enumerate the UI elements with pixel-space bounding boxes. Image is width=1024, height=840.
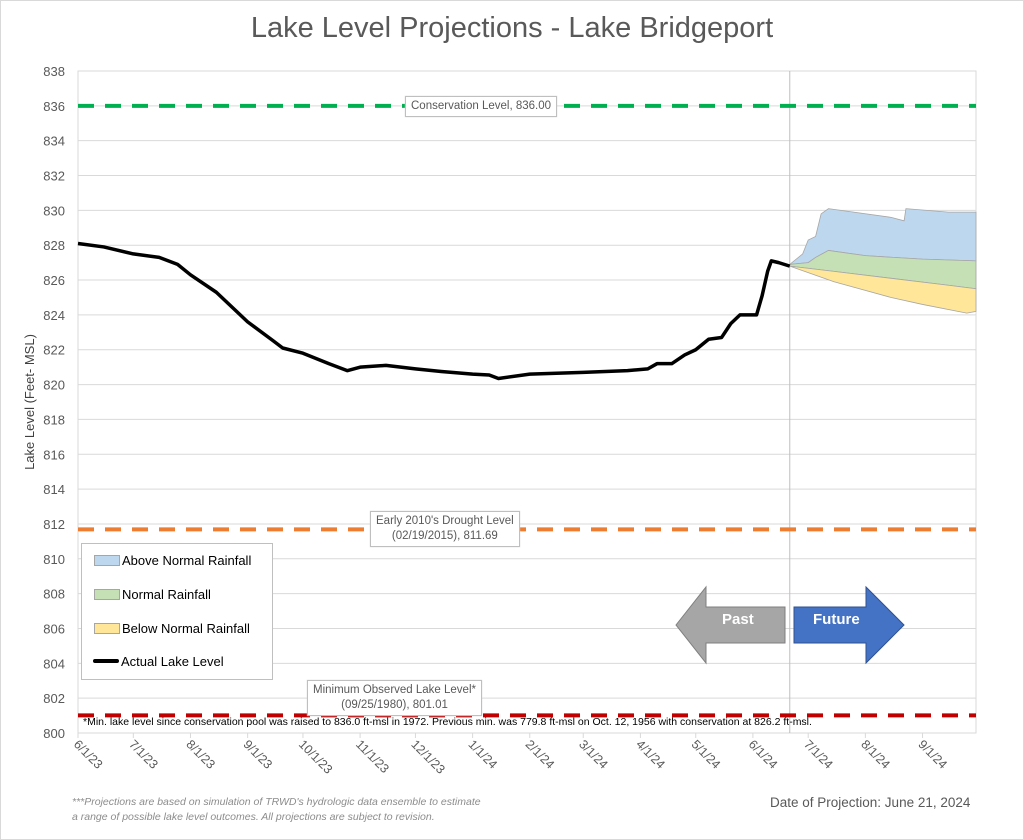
legend-item-above-normal: Above Normal Rainfall (82, 551, 251, 569)
y-tick-label: 836 (43, 99, 65, 114)
y-tick-label: 816 (43, 447, 65, 462)
y-tick-label: 800 (43, 726, 65, 741)
past-arrow (675, 585, 786, 665)
legend-label: Below Normal Rainfall (122, 620, 250, 636)
y-tick-label: 806 (43, 621, 65, 636)
note-line-1: ***Projections are based on simulation o… (72, 796, 481, 808)
drought-level-label: Early 2010's Drought Level (02/19/2015),… (370, 511, 520, 547)
y-tick-label: 802 (43, 691, 65, 706)
actual-line-swatch (93, 659, 119, 663)
x-tick-label: 9/1/23 (241, 737, 276, 772)
x-tick-label: 9/1/24 (915, 737, 950, 772)
actual-lake-level-line (77, 241, 791, 381)
y-tick-label: 832 (43, 169, 65, 184)
y-tick-label: 814 (43, 482, 65, 497)
y-tick-label: 804 (43, 656, 65, 671)
chart-title: Lake Level Projections - Lake Bridgeport (250, 12, 774, 44)
projection-note: ***Projections are based on simulation o… (72, 795, 532, 825)
legend-label: Normal Rainfall (122, 586, 211, 602)
legend-item-below-normal: Below Normal Rainfall (82, 619, 250, 637)
legend-item-actual: Actual Lake Level (82, 652, 224, 670)
x-tick-label: 5/1/24 (689, 737, 724, 772)
legend-label: Actual Lake Level (121, 653, 224, 669)
band-below-normal-rainfall (789, 265, 977, 314)
y-tick-label: 830 (43, 203, 65, 218)
below-normal-swatch (94, 622, 120, 634)
x-tick-label: 3/1/24 (576, 737, 611, 772)
date-of-projection: Date of Projection: June 21, 2024 (770, 795, 971, 810)
x-tick-label: 7/1/24 (801, 737, 836, 772)
conservation-level-label: Conservation Level, 836.00 (405, 96, 558, 117)
x-tick-label: 6/1/23 (71, 737, 106, 772)
y-tick-label: 818 (43, 412, 65, 427)
x-tick-label: 8/1/24 (858, 737, 893, 772)
x-tick-label: 2/1/24 (523, 737, 558, 772)
x-tick-label: 7/1/23 (126, 737, 161, 772)
x-tick-label: 1/1/24 (465, 737, 500, 772)
y-tick-label: 824 (43, 308, 65, 323)
x-tick-label: 10/1/23 (296, 737, 335, 776)
footnote: *Min. lake level since conservation pool… (83, 716, 812, 728)
note-line-2: a range of possible lake level outcomes.… (72, 811, 435, 823)
past-arrow-label: Past (722, 611, 754, 628)
y-tick-label: 822 (43, 343, 65, 358)
legend: Above Normal Rainfall Normal Rainfall Be… (81, 543, 273, 680)
plot-area (77, 70, 977, 734)
legend-label: Above Normal Rainfall (122, 552, 252, 568)
x-tick-label: 4/1/24 (633, 737, 668, 772)
x-tick-label: 6/1/24 (746, 737, 781, 772)
minimum-level-label: Minimum Observed Lake Level* (09/25/1980… (307, 680, 482, 716)
y-tick-label: 808 (43, 587, 65, 602)
y-tick-label: 812 (43, 517, 65, 532)
y-tick-label: 828 (43, 238, 65, 253)
future-arrow (793, 585, 905, 665)
y-tick-label: 834 (43, 134, 65, 149)
future-arrow-label: Future (813, 611, 860, 628)
y-axis-label: Lake Level (Feet- MSL) (22, 334, 37, 470)
normal-swatch (94, 588, 120, 600)
y-tick-label: 838 (43, 64, 65, 79)
y-tick-label: 810 (43, 552, 65, 567)
legend-item-normal: Normal Rainfall (82, 585, 211, 603)
x-tick-label: 8/1/23 (183, 737, 218, 772)
above-normal-swatch (94, 554, 120, 566)
x-tick-label: 12/1/23 (408, 737, 447, 776)
y-tick-label: 826 (43, 273, 65, 288)
x-tick-label: 11/1/23 (353, 737, 392, 776)
y-tick-label: 820 (43, 378, 65, 393)
